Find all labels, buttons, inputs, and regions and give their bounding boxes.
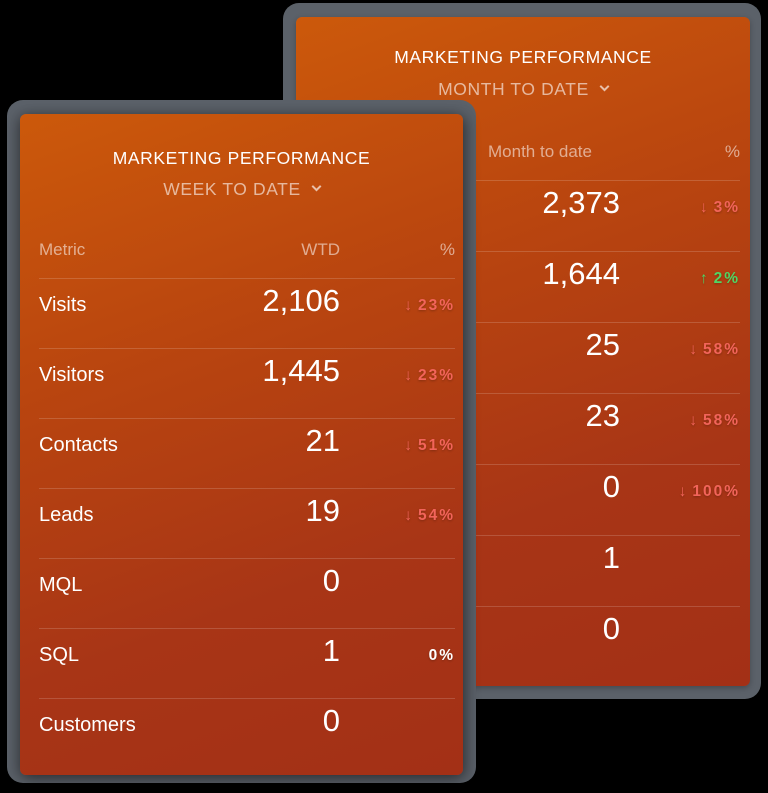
change-percent: ↓ 3% xyxy=(700,199,740,217)
change-percent: ↓ 54% xyxy=(404,507,455,525)
metric-value: 21 xyxy=(305,423,340,458)
change-value: 3% xyxy=(713,199,740,216)
row-divider xyxy=(296,251,740,252)
column-header-value: Month to date xyxy=(488,142,592,161)
metric-value: 1,644 xyxy=(542,256,620,291)
column-header-value: WTD xyxy=(301,240,340,259)
metric-value: 1 xyxy=(602,540,620,575)
change-percent: ↓ 58% xyxy=(689,412,740,430)
metric-label: Leads xyxy=(39,504,94,526)
arrow-down-icon: ↓ xyxy=(404,507,412,524)
metric-label: Visits xyxy=(39,294,87,316)
metric-value: 0 xyxy=(322,703,340,738)
change-value: 2% xyxy=(713,270,740,287)
arrow-down-icon: ↓ xyxy=(404,437,412,454)
change-percent: 0% xyxy=(429,647,455,665)
change-value: 51% xyxy=(417,437,455,454)
period-label: WEEK TO DATE xyxy=(163,179,301,199)
metric-value: 0 xyxy=(602,611,620,646)
metric-value: 25 xyxy=(585,327,620,362)
arrow-down-icon: ↓ xyxy=(689,341,697,358)
row-divider xyxy=(296,606,740,607)
metric-value: 0 xyxy=(602,469,620,504)
arrow-down-icon: ↓ xyxy=(689,412,697,429)
row-divider xyxy=(39,558,455,559)
change-percent: ↓ 23% xyxy=(404,367,455,385)
change-value: 58% xyxy=(702,341,740,358)
column-header-pct: % xyxy=(724,142,740,161)
metric-value: 19 xyxy=(305,493,340,528)
change-percent: ↓ 23% xyxy=(404,297,455,315)
change-value: 0% xyxy=(428,647,455,664)
change-percent: ↓ 58% xyxy=(689,341,740,359)
metric-value: 2,106 xyxy=(262,283,340,318)
row-divider xyxy=(39,628,455,629)
row-divider xyxy=(296,535,740,536)
change-value: 58% xyxy=(702,412,740,429)
period-dropdown[interactable]: WEEK TO DATE xyxy=(20,179,463,200)
row-divider xyxy=(39,348,455,349)
widget-title: MARKETING PERFORMANCE xyxy=(394,47,652,67)
arrow-down-icon: ↓ xyxy=(678,483,687,500)
change-value: 23% xyxy=(417,297,455,314)
arrow-up-icon: ↑ xyxy=(699,270,708,287)
metric-value: 0 xyxy=(322,563,340,598)
metric-label: Customers xyxy=(39,714,136,736)
arrow-down-icon: ↓ xyxy=(404,367,412,384)
metric-value: 23 xyxy=(585,398,620,433)
column-header-pct: % xyxy=(439,240,455,259)
metric-label: Visitors xyxy=(39,364,105,386)
row-divider xyxy=(296,180,740,181)
metric-label: SQL xyxy=(39,644,80,666)
period-dropdown[interactable]: MONTH TO DATE xyxy=(296,79,750,100)
marketing-performance-widget-week: MARKETING PERFORMANCE WEEK TO DATE Metri… xyxy=(20,114,463,775)
widget-title: MARKETING PERFORMANCE xyxy=(112,148,371,168)
row-divider xyxy=(296,464,740,465)
metric-value: 2,373 xyxy=(542,185,620,220)
period-label: MONTH TO DATE xyxy=(438,79,589,99)
row-divider xyxy=(39,418,455,419)
column-header-metric: Metric xyxy=(39,240,86,259)
change-value: 23% xyxy=(417,367,455,384)
change-percent: ↑ 2% xyxy=(700,270,740,288)
chevron-down-icon xyxy=(599,81,610,92)
row-divider xyxy=(296,322,740,323)
metric-label: Contacts xyxy=(39,434,118,456)
arrow-down-icon: ↓ xyxy=(699,199,708,216)
chevron-down-icon xyxy=(311,181,322,192)
change-percent: ↓ 100% xyxy=(679,483,740,501)
row-divider xyxy=(39,278,455,279)
change-percent: ↓ 51% xyxy=(404,437,455,455)
metric-label: MQL xyxy=(39,574,83,596)
row-divider xyxy=(296,393,740,394)
arrow-down-icon: ↓ xyxy=(404,297,412,314)
change-value: 54% xyxy=(417,507,455,524)
metric-value: 1 xyxy=(322,633,340,668)
metric-value: 1,445 xyxy=(262,353,340,388)
row-divider xyxy=(39,698,455,699)
change-value: 100% xyxy=(692,483,740,500)
row-divider xyxy=(39,488,455,489)
